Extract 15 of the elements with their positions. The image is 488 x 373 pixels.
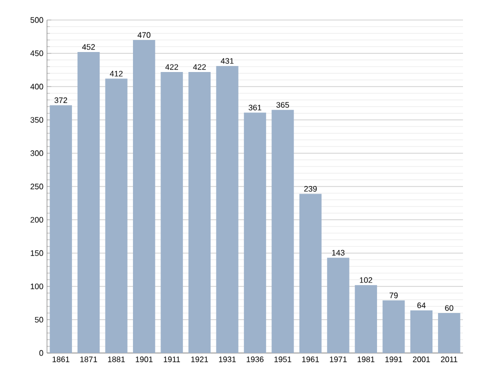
bar [105,78,128,353]
bar [160,72,183,353]
bar [382,300,405,353]
bar [50,105,72,353]
bar [410,310,432,353]
bar [438,313,460,353]
bar [272,110,294,353]
bar [244,112,266,353]
bar [188,72,211,353]
bar [216,66,238,353]
bar [354,285,378,353]
bar [132,40,156,353]
bar [78,52,100,353]
bar [299,194,322,353]
bar [327,258,350,353]
